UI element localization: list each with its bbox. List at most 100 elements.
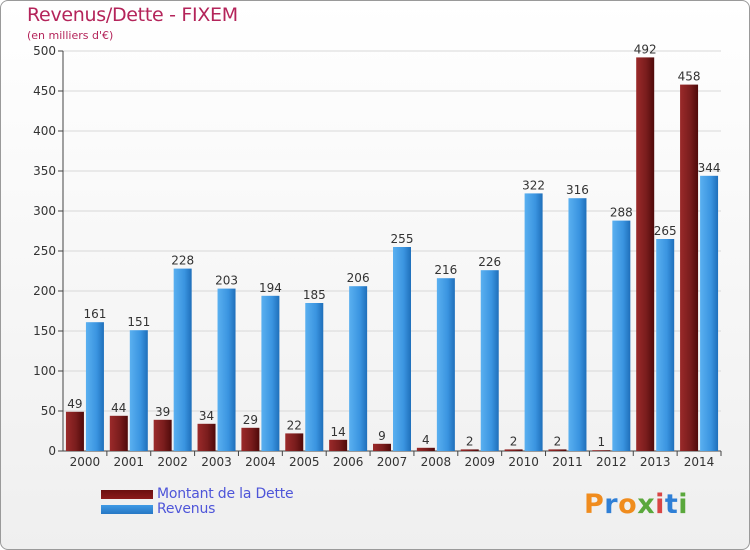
- x-tick-label: 2003: [201, 455, 232, 469]
- bar-debt: [636, 57, 655, 452]
- bar-debt: [548, 449, 567, 451]
- y-tick-label: 250: [33, 244, 56, 258]
- data-label-debt: 22: [287, 418, 302, 432]
- legend-label-revenus: Revenus: [157, 501, 216, 517]
- data-label-debt: 9: [378, 429, 386, 443]
- bar-revenus: [129, 330, 148, 451]
- y-tick-label: 450: [33, 84, 56, 98]
- data-label-debt: 39: [155, 405, 170, 419]
- bar-debt: [460, 449, 479, 451]
- logo-letter: i: [678, 489, 689, 520]
- data-label-revenus: 322: [522, 178, 545, 192]
- bar-debt: [329, 439, 348, 451]
- data-label-revenus: 226: [478, 255, 501, 269]
- data-label-revenus: 288: [610, 206, 633, 220]
- x-tick-label: 2007: [377, 455, 408, 469]
- data-label-revenus: 216: [434, 263, 457, 277]
- data-label-debt: 458: [678, 70, 701, 84]
- data-label-debt: 1: [598, 435, 606, 449]
- data-label-debt: 49: [67, 397, 82, 411]
- data-label-debt: 2: [466, 434, 474, 448]
- logo-letter: P: [584, 489, 605, 520]
- y-tick-label: 100: [33, 364, 56, 378]
- bar-revenus: [656, 239, 675, 451]
- data-label-revenus: 161: [83, 307, 106, 321]
- bar-debt: [285, 433, 304, 451]
- data-label-debt: 14: [330, 425, 345, 439]
- data-label-debt: 29: [243, 413, 258, 427]
- bar-revenus: [349, 286, 368, 451]
- x-tick-label: 2012: [596, 455, 627, 469]
- y-tick-label: 50: [41, 404, 56, 418]
- y-tick-label: 500: [33, 44, 56, 58]
- data-label-revenus: 316: [566, 183, 589, 197]
- data-label-revenus: 194: [259, 281, 282, 295]
- bar-revenus: [700, 175, 719, 452]
- bar-revenus: [612, 220, 631, 451]
- x-tick-label: 2006: [333, 455, 364, 469]
- data-label-revenus: 255: [391, 232, 414, 246]
- x-tick-label: 2014: [684, 455, 715, 469]
- chart-subtitle: (en milliers d'€): [27, 29, 114, 42]
- x-tick-label: 2008: [421, 455, 452, 469]
- legend-swatch-dette: [101, 490, 153, 499]
- bar-debt: [65, 411, 84, 451]
- bar-revenus: [436, 278, 455, 451]
- data-label-revenus: 203: [215, 274, 238, 288]
- data-label-debt: 2: [554, 434, 562, 448]
- x-tick-label: 2013: [640, 455, 671, 469]
- data-label-debt: 4: [422, 433, 430, 447]
- bar-revenus: [393, 247, 411, 451]
- logo-letter: r: [604, 489, 619, 520]
- bar-revenus: [85, 322, 104, 451]
- data-label-revenus: 228: [171, 254, 194, 268]
- data-label-revenus: 185: [303, 288, 326, 302]
- x-tick-label: 2010: [508, 455, 539, 469]
- bar-revenus: [305, 303, 324, 451]
- x-tick-label: 2011: [552, 455, 583, 469]
- bar-debt: [504, 449, 523, 451]
- bar-revenus: [480, 270, 499, 451]
- logo-letter: x: [637, 489, 656, 520]
- bar-debt: [416, 447, 435, 451]
- data-label-debt: 2: [510, 434, 518, 448]
- legend-swatch-revenus: [101, 505, 153, 514]
- data-label-revenus: 344: [698, 161, 721, 175]
- bar-revenus: [524, 193, 543, 451]
- x-tick-label: 2002: [157, 455, 188, 469]
- bar-debt: [153, 419, 172, 451]
- x-tick-label: 2004: [245, 455, 276, 469]
- x-tick-label: 2005: [289, 455, 320, 469]
- data-label-debt: 34: [199, 409, 214, 423]
- proxiti-logo: Proxiti: [584, 489, 688, 520]
- bar-revenus: [173, 268, 192, 451]
- bar-debt: [197, 423, 216, 451]
- logo-letter: t: [664, 489, 679, 520]
- data-label-revenus: 265: [654, 224, 677, 238]
- data-label-debt: 44: [111, 401, 126, 415]
- chart-title: Revenus/Dette - FIXEM: [27, 4, 238, 26]
- x-tick-label: 2000: [70, 455, 101, 469]
- data-label-revenus: 206: [347, 271, 370, 285]
- legend-label-dette: Montant de la Dette: [157, 486, 294, 502]
- y-tick-label: 150: [33, 324, 56, 338]
- bar-revenus: [217, 288, 236, 451]
- logo-letter: i: [655, 489, 665, 520]
- bar-debt: [680, 84, 699, 451]
- y-tick-label: 400: [33, 124, 56, 138]
- bar-revenus: [261, 295, 280, 451]
- y-tick-label: 200: [33, 284, 56, 298]
- bar-revenus: [568, 198, 587, 451]
- bar-debt: [592, 450, 611, 451]
- bar-debt: [373, 443, 391, 451]
- logo-letter: o: [618, 489, 638, 520]
- bar-debt: [109, 415, 128, 451]
- y-tick-label: 350: [33, 164, 56, 178]
- bar-debt: [241, 427, 260, 451]
- x-tick-label: 2001: [114, 455, 145, 469]
- y-tick-label: 0: [48, 444, 56, 458]
- data-label-revenus: 151: [127, 315, 150, 329]
- x-tick-label: 2009: [464, 455, 495, 469]
